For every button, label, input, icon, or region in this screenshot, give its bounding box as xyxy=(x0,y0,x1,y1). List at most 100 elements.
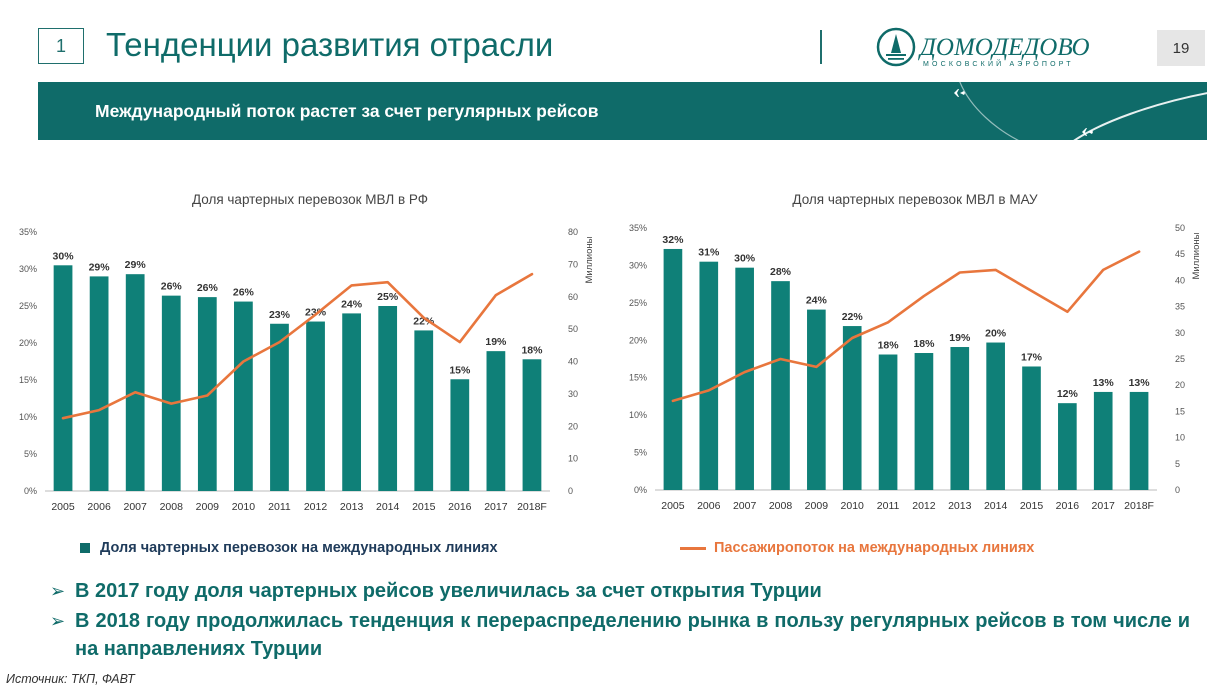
y2-tick-label: 10 xyxy=(1175,433,1185,443)
bar-data-label: 29% xyxy=(125,259,147,271)
y-tick-label: 20% xyxy=(629,335,647,345)
bar xyxy=(735,267,754,490)
legend-bar-swatch xyxy=(80,543,90,553)
y-tick-label: 20% xyxy=(19,338,37,348)
bar-data-label: 17% xyxy=(1021,351,1043,363)
y-tick-label: 25% xyxy=(19,301,37,311)
y-tick-label: 0% xyxy=(24,486,37,496)
x-tick-label: 2015 xyxy=(412,501,436,513)
x-tick-label: 2006 xyxy=(87,501,111,513)
bar-data-label: 29% xyxy=(89,261,111,273)
bar xyxy=(1093,391,1113,490)
y2-tick-label: 10 xyxy=(568,454,578,464)
bar xyxy=(1129,391,1149,490)
y2-tick-label: 70 xyxy=(568,259,578,269)
y2-tick-label: 20 xyxy=(1175,380,1185,390)
banner-title: Международный поток растет за счет регул… xyxy=(95,101,599,121)
y-tick-label: 0% xyxy=(634,485,647,495)
bar xyxy=(807,309,826,490)
y2-axis-label: Миллионы xyxy=(584,236,595,283)
x-tick-label: 2010 xyxy=(232,501,256,513)
page-number-text: 19 xyxy=(1172,39,1190,57)
bar xyxy=(950,347,970,490)
legend-line-swatch xyxy=(680,546,706,550)
y2-tick-label: 20 xyxy=(568,421,578,431)
slide-number: 1 xyxy=(38,28,84,64)
page-title: Тенденции развития отрасли xyxy=(106,26,554,63)
bar xyxy=(161,295,181,491)
legend-line: Пассажиропоток на международных линиях xyxy=(680,540,1034,556)
bullet-text: В 2017 году доля чартерных рейсов увелич… xyxy=(75,580,822,602)
bar-data-label: 26% xyxy=(161,281,183,293)
bar xyxy=(53,265,73,491)
x-tick-label: 2013 xyxy=(948,500,972,512)
bullet-list: ➢ В 2017 году доля чартерных рейсов увел… xyxy=(50,577,1190,665)
y2-tick-label: 45 xyxy=(1175,249,1185,259)
x-tick-label: 2008 xyxy=(769,500,793,512)
x-tick-label: 2018F xyxy=(1124,500,1154,512)
bar xyxy=(522,359,542,491)
legend-line-label: Пассажиропоток на международных линиях xyxy=(714,540,1035,556)
bar xyxy=(486,351,506,491)
y-tick-label: 15% xyxy=(629,373,647,383)
y-tick-label: 30% xyxy=(629,260,647,270)
x-tick-label: 2016 xyxy=(448,501,472,513)
y2-tick-label: 80 xyxy=(568,227,578,237)
x-tick-label: 2007 xyxy=(123,501,147,513)
chart-title: Доля чартерных перевозок МВЛ в МАУ xyxy=(792,192,1038,207)
bar xyxy=(914,353,934,490)
bar xyxy=(306,321,325,491)
y2-tick-label: 40 xyxy=(568,357,578,367)
y2-tick-label: 35 xyxy=(1175,302,1185,312)
bar-data-label: 15% xyxy=(449,364,471,376)
bar xyxy=(234,301,253,491)
bar xyxy=(414,330,434,491)
x-tick-label: 2006 xyxy=(697,500,721,512)
bar-data-label: 30% xyxy=(734,253,756,265)
bar-data-label: 12% xyxy=(1057,388,1079,400)
x-tick-label: 2005 xyxy=(661,500,685,512)
arrow-bullet-icon: ➢ xyxy=(50,611,66,631)
bar-data-label: 32% xyxy=(662,234,684,246)
bar xyxy=(699,261,719,490)
domodedovo-logo: ДОМОДЕДОВО МОСКОВСКИЙ АЭРОПОРТ xyxy=(876,27,1090,68)
y2-tick-label: 25 xyxy=(1175,354,1185,364)
airplane-icon-small xyxy=(1078,128,1093,136)
y2-tick-label: 50 xyxy=(568,324,578,334)
bullet-item: ➢ В 2018 году продолжилась тенденция к п… xyxy=(50,607,1190,663)
y2-tick-label: 50 xyxy=(1175,223,1185,233)
y-tick-label: 5% xyxy=(634,448,647,458)
bar-data-label: 25% xyxy=(377,291,399,303)
bar xyxy=(342,313,361,491)
airplane-icon xyxy=(950,89,965,97)
y2-tick-label: 30 xyxy=(1175,328,1185,338)
y-tick-label: 15% xyxy=(19,375,37,385)
banner-decoration xyxy=(950,82,1207,140)
bullet-item: ➢ В 2017 году доля чартерных рейсов увел… xyxy=(50,577,1190,605)
bar-data-label: 26% xyxy=(233,287,255,299)
y2-tick-label: 40 xyxy=(1175,275,1185,285)
x-tick-label: 2012 xyxy=(912,500,936,512)
bar xyxy=(125,274,145,491)
bar xyxy=(1022,366,1041,490)
bar-data-label: 13% xyxy=(1129,377,1151,389)
x-tick-label: 2012 xyxy=(304,501,328,513)
bar xyxy=(771,281,790,490)
bar xyxy=(450,379,470,491)
bar-data-label: 18% xyxy=(913,338,935,350)
logo-wordmark: ДОМОДЕДОВО xyxy=(918,34,1090,61)
bar-data-label: 31% xyxy=(698,247,720,259)
y-tick-label: 10% xyxy=(629,410,647,420)
logo-subtitle: МОСКОВСКИЙ АЭРОПОРТ xyxy=(923,59,1074,68)
y-tick-label: 5% xyxy=(24,449,37,459)
bar-data-label: 18% xyxy=(521,344,543,356)
x-tick-label: 2008 xyxy=(160,501,184,513)
x-tick-label: 2018F xyxy=(517,501,547,513)
bar xyxy=(842,326,862,490)
bar xyxy=(270,323,289,491)
page-number: 19 xyxy=(1157,30,1205,66)
bullet-text: В 2018 году продолжилась тенденция к пер… xyxy=(75,610,1190,660)
x-tick-label: 2014 xyxy=(984,500,1008,512)
y2-tick-label: 30 xyxy=(568,389,578,399)
y-tick-label: 35% xyxy=(629,223,647,233)
